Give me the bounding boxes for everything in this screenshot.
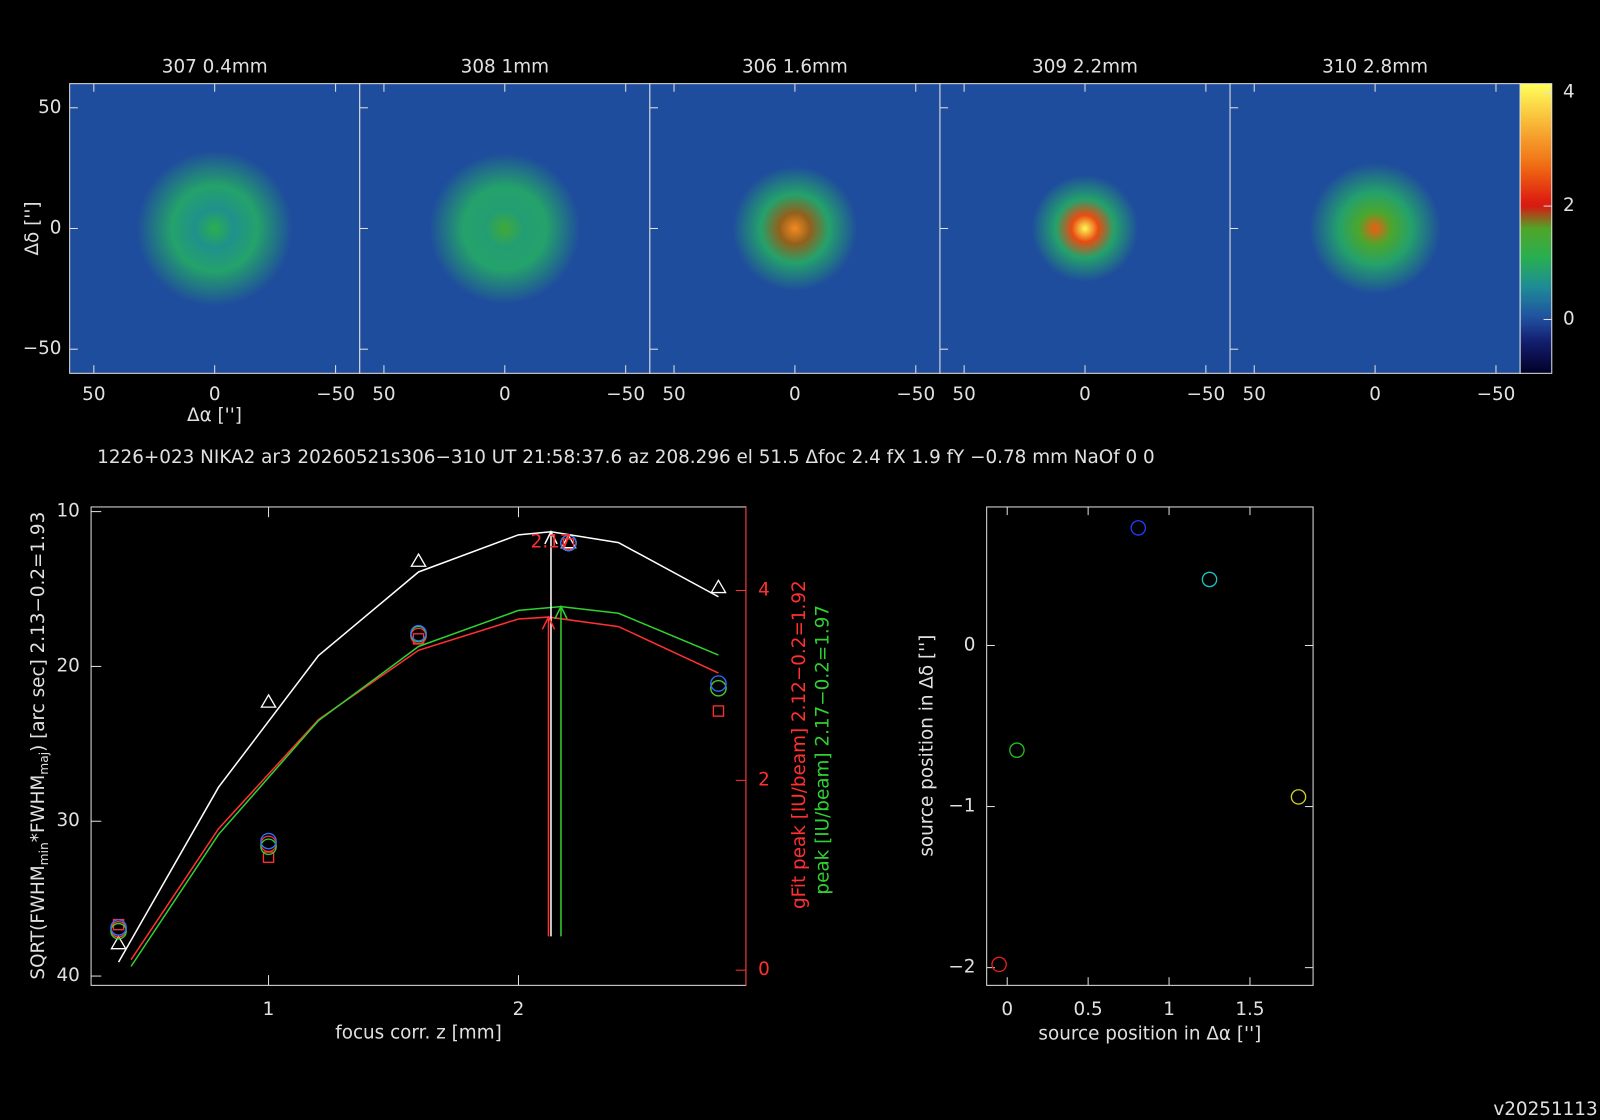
position-marker xyxy=(1009,742,1025,758)
x-axis-label: source position in Δα [''] xyxy=(1038,1023,1261,1044)
triangle-marker xyxy=(710,579,727,594)
source-blob xyxy=(1309,163,1441,294)
optimum-annotation: 2.17 xyxy=(531,532,572,553)
x-tick-label: 0 xyxy=(1369,384,1381,405)
y2-axis-label: gFit peak [IU/beam] 2.12−0.2=1.92 xyxy=(789,580,810,909)
fit-curve xyxy=(117,530,719,963)
x-tick-label: −50 xyxy=(896,384,935,405)
triangle-marker xyxy=(410,552,427,567)
source-blob xyxy=(1031,175,1139,282)
panel-title: 307 0.4mm xyxy=(162,56,268,77)
arrow-head xyxy=(541,615,556,630)
square-marker xyxy=(712,705,725,717)
triangle-marker xyxy=(110,935,127,950)
fit-curve xyxy=(130,605,719,967)
x-tick-label: −50 xyxy=(606,384,645,405)
colorbar-tick-label: 0 xyxy=(1563,308,1575,329)
plot-frame xyxy=(986,506,1314,986)
triangle-marker xyxy=(260,693,277,708)
circle-marker xyxy=(260,838,277,856)
x-tick-label: 50 xyxy=(372,384,395,405)
circle-marker xyxy=(710,679,727,697)
circle-marker xyxy=(110,922,127,940)
panel-title: 309 2.2mm xyxy=(1032,56,1138,77)
x-tick-label: 0 xyxy=(209,384,221,405)
panel-title: 308 1mm xyxy=(461,56,549,77)
y-axis-label-part: maj xyxy=(37,752,51,775)
y-axis-label: source position in Δδ [''] xyxy=(917,635,938,857)
x-tick-label: 0.5 xyxy=(1074,999,1103,1020)
arrow-head xyxy=(554,604,568,620)
y-axis-label: SQRT(FWHMmin*FWHMmaj) [arc sec] 2.13−0.2… xyxy=(28,512,51,980)
y2-tick-label: 2 xyxy=(758,769,770,790)
y-tick-label: −2 xyxy=(948,957,975,978)
x-axis-label: Δα [''] xyxy=(187,405,242,426)
y3-axis-label: peak [IU/beam] 2.17−0.2=1.97 xyxy=(812,605,833,895)
y-axis-label: Δδ [''] xyxy=(22,201,43,255)
x-tick-label: 50 xyxy=(662,384,685,405)
colorbar xyxy=(1519,83,1553,374)
position-marker xyxy=(1130,520,1147,536)
x-tick-label: 50 xyxy=(82,384,105,405)
arrow-head xyxy=(544,530,558,545)
colorbar-tick-label: 4 xyxy=(1563,82,1575,103)
colorbar-tick-label: 2 xyxy=(1563,195,1575,216)
fit-curve xyxy=(130,616,719,961)
version: v20251113 xyxy=(1493,1099,1597,1120)
y-axis-label-part: min xyxy=(37,842,51,865)
x-tick-label: −50 xyxy=(316,384,355,405)
source-blob xyxy=(136,150,293,307)
y-tick-label: 50 xyxy=(38,97,61,118)
position-marker xyxy=(1290,789,1307,805)
source-blob xyxy=(429,153,581,304)
y-tick-label: 10 xyxy=(56,501,79,522)
panel-title: 310 2.8mm xyxy=(1322,56,1428,77)
x-tick-label: −50 xyxy=(1477,384,1516,405)
y-tick-label: 40 xyxy=(56,965,79,986)
y2-tick-label: 4 xyxy=(758,579,770,600)
x-tick-label: 0 xyxy=(789,384,801,405)
y2-tick-label: 0 xyxy=(758,959,770,980)
y-axis-label-part: ) [arc sec] 2.13−0.2=1.93 xyxy=(28,512,49,752)
x-axis-label: focus corr. z [mm] xyxy=(335,1022,501,1043)
y-tick-label: 0 xyxy=(964,634,976,655)
x-tick-label: 1 xyxy=(1163,999,1175,1020)
header: 1226+023 NIKA2 ar3 20260521s306−310 UT 2… xyxy=(97,447,1155,468)
x-tick-label: 0 xyxy=(1001,999,1013,1020)
x-tick-label: 50 xyxy=(952,384,975,405)
x-tick-label: 50 xyxy=(1243,384,1266,405)
panel-title: 306 1.6mm xyxy=(742,56,848,77)
x-tick-label: 2 xyxy=(513,999,525,1020)
circle-marker xyxy=(260,832,277,850)
circle-marker xyxy=(110,919,127,936)
y-tick-label: −1 xyxy=(948,796,975,817)
circle-marker xyxy=(710,675,727,692)
circle-marker xyxy=(410,624,427,642)
y-tick-label: 0 xyxy=(50,217,62,238)
circle-marker xyxy=(560,534,577,552)
x-tick-label: −50 xyxy=(1186,384,1225,405)
square-marker xyxy=(562,538,575,550)
x-tick-label: 1.5 xyxy=(1235,999,1264,1020)
y-tick-label: 20 xyxy=(56,655,79,676)
x-tick-label: 0 xyxy=(1079,384,1091,405)
y-tick-label: 30 xyxy=(56,810,79,831)
y-axis-label-part: *FWHM xyxy=(28,775,49,843)
x-tick-label: 0 xyxy=(499,384,511,405)
position-marker xyxy=(1201,571,1218,588)
x-tick-label: 1 xyxy=(263,999,275,1020)
source-blob xyxy=(732,166,858,291)
y-tick-label: −50 xyxy=(23,338,62,359)
position-marker xyxy=(991,956,1007,973)
triangle-marker xyxy=(560,534,577,549)
y-axis-label-part: SQRT(FWHM xyxy=(28,865,49,979)
